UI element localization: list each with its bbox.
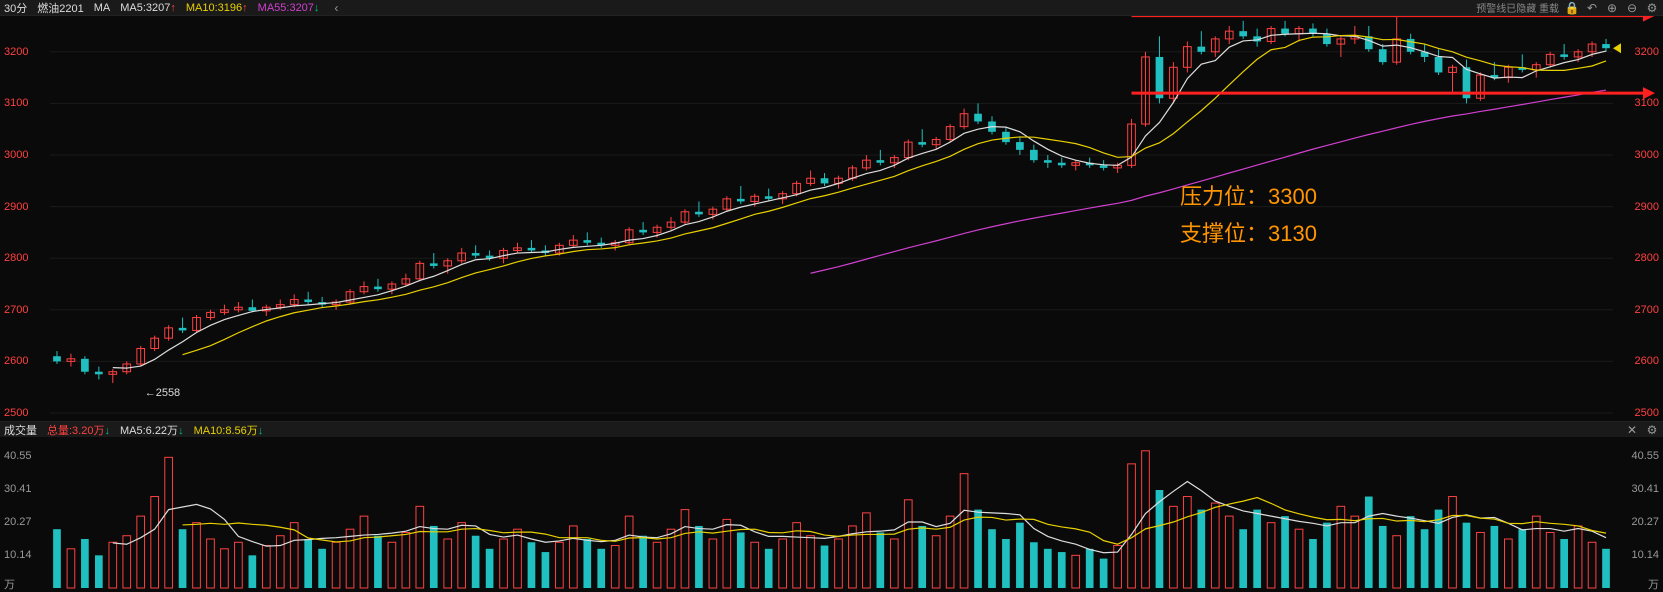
- topright-text: 预警线已隐藏 重载: [1476, 0, 1559, 15]
- gear-icon[interactable]: ⚙: [1645, 423, 1659, 437]
- vol-y-tick: 20.27: [4, 516, 32, 528]
- y-axis-tick: 2500: [4, 407, 28, 419]
- y-axis-tick: 2600: [1635, 355, 1659, 367]
- y-axis-tick: 2800: [4, 252, 28, 264]
- y-axis-tick: 2700: [1635, 304, 1659, 316]
- gear-icon[interactable]: ⚙: [1645, 1, 1659, 15]
- vol-y-tick: 40.55: [1631, 450, 1659, 462]
- y-axis-tick: 2800: [1635, 252, 1659, 264]
- vol-y-tick: 10.14: [1631, 549, 1659, 561]
- ma5-label: MA5:3207↑: [120, 2, 176, 14]
- symbol-label[interactable]: 燃油2201: [37, 0, 83, 16]
- ma10-label: MA10:3196↑: [186, 2, 248, 14]
- resistance-annotation: 压力位：3300: [1180, 179, 1317, 211]
- vol-y-tick: 40.55: [4, 450, 32, 462]
- high-marker: ←3291: [1359, 0, 1394, 3]
- vol-ma5: MA5:6.22万↓: [120, 422, 184, 438]
- y-axis-tick: 2700: [4, 304, 28, 316]
- timeframe-label[interactable]: 30分: [4, 0, 27, 16]
- vol-ma10: MA10:8.56万↓: [194, 422, 264, 438]
- volume-label: 成交量: [4, 422, 37, 438]
- y-axis-tick: 3000: [4, 149, 28, 161]
- vol-y-tick: 10.14: [4, 549, 32, 561]
- ma55-label: MA55:3207↓: [258, 2, 320, 14]
- undo-icon[interactable]: ↶: [1585, 1, 1599, 15]
- indicator-label: MA: [94, 2, 111, 14]
- y-axis-tick: 3200: [1635, 46, 1659, 58]
- vol-total: 总量:3.20万↓: [47, 422, 110, 438]
- price-chart[interactable]: 2500 2600 2700 2800 2900 3000 3100 3200 2500 260…: [0, 16, 1663, 421]
- y-axis-tick: 2600: [4, 355, 28, 367]
- y-axis-tick: 2900: [1635, 201, 1659, 213]
- lock-icon[interactable]: 🔒: [1565, 1, 1579, 15]
- close-icon[interactable]: ✕: [1625, 423, 1639, 437]
- volume-chart[interactable]: 10.1420.2730.4140.55万 10.1420.2730.4140.…: [0, 437, 1663, 590]
- y-axis-tick: 3000: [1635, 149, 1659, 161]
- plus-icon[interactable]: ⊕: [1605, 1, 1619, 15]
- y-axis-tick: 3100: [4, 97, 28, 109]
- volume-header: 成交量 总量:3.20万↓ MA5:6.22万↓ MA10:8.56万↓ ✕ ⚙: [0, 421, 1663, 437]
- vol-y-tick: 30.41: [4, 483, 32, 495]
- vol-y-tick: 30.41: [1631, 483, 1659, 495]
- low-marker: ←2558: [145, 387, 180, 399]
- vol-y-tick: 20.27: [1631, 516, 1659, 528]
- minus-icon[interactable]: ⊖: [1625, 1, 1639, 15]
- chart-header: 30分 燃油2201 MA MA5:3207↑ MA10:3196↑ MA55:…: [0, 0, 1663, 16]
- support-annotation: 支撑位：3130: [1180, 216, 1317, 248]
- y-axis-tick: 2500: [1635, 407, 1659, 419]
- y-axis-tick: 3100: [1635, 97, 1659, 109]
- y-axis-tick: 2900: [4, 201, 28, 213]
- y-axis-tick: 3200: [4, 46, 28, 58]
- chevron-left-icon[interactable]: ‹: [329, 1, 343, 15]
